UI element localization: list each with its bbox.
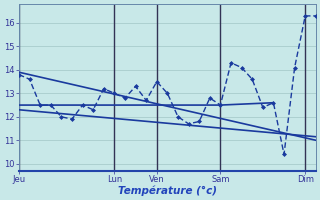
X-axis label: Température (°c): Température (°c) — [118, 185, 217, 196]
